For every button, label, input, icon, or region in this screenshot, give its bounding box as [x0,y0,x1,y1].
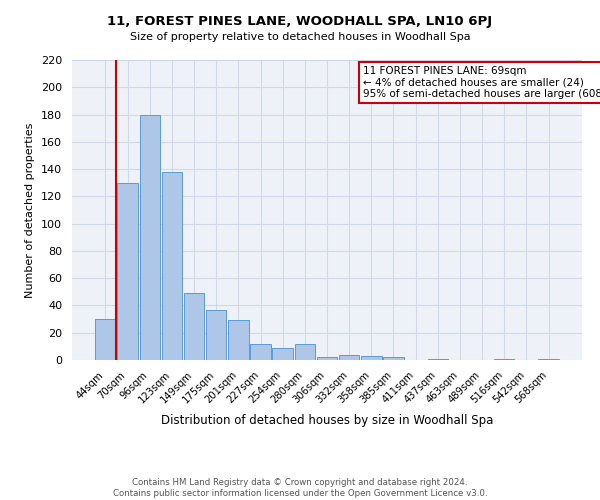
Bar [118,182,138,360]
Text: 11 FOREST PINES LANE: 69sqm
← 4% of detached houses are smaller (24)
95% of semi: 11 FOREST PINES LANE: 69sqm ← 4% of deta… [362,66,600,99]
Bar [428,358,448,360]
Text: 11, FOREST PINES LANE, WOODHALL SPA, LN10 6PJ: 11, FOREST PINES LANE, WOODHALL SPA, LN1… [107,15,493,28]
Bar [206,310,226,360]
Bar [228,320,248,360]
Bar [317,358,337,360]
Bar [161,172,182,360]
Bar [184,293,204,360]
Text: Size of property relative to detached houses in Woodhall Spa: Size of property relative to detached ho… [130,32,470,42]
Text: Contains HM Land Registry data © Crown copyright and database right 2024.
Contai: Contains HM Land Registry data © Crown c… [113,478,487,498]
Bar [361,356,382,360]
Y-axis label: Number of detached properties: Number of detached properties [25,122,35,298]
Bar [383,358,404,360]
Bar [140,114,160,360]
X-axis label: Distribution of detached houses by size in Woodhall Spa: Distribution of detached houses by size … [161,414,493,426]
Bar [339,354,359,360]
Bar [295,344,315,360]
Bar [494,358,514,360]
Bar [95,319,116,360]
Bar [272,348,293,360]
Bar [538,358,559,360]
Bar [250,344,271,360]
